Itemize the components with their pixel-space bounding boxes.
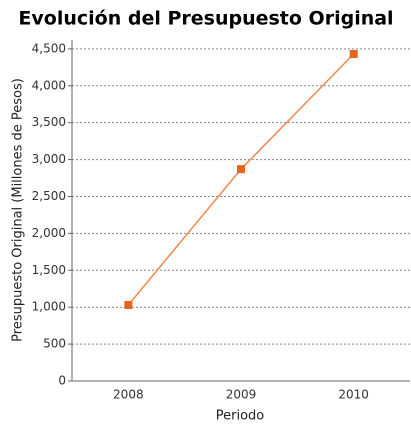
line xyxy=(127,53,355,306)
marker xyxy=(124,300,133,309)
marker xyxy=(349,50,358,59)
y-tick-label: 2,500 xyxy=(32,189,66,203)
x-tick-label: 2009 xyxy=(226,388,257,402)
x-tick-label: 2008 xyxy=(113,388,144,402)
y-tick-label: 1,000 xyxy=(32,300,66,314)
y-tick-label: 3,500 xyxy=(32,115,66,129)
x-axis-title: Periodo xyxy=(216,409,265,424)
chart-title: Evolución del Presupuesto Original xyxy=(18,8,393,30)
y-tick-label: 1,500 xyxy=(32,263,66,277)
y-tick-label: 4,500 xyxy=(32,41,66,55)
marker xyxy=(237,165,245,174)
y-axis-title: Presupuesto Original (Millones de Pesos) xyxy=(11,78,26,342)
y-tick-label: 2,000 xyxy=(32,226,66,240)
y-tick-label: 0 xyxy=(58,374,66,388)
y-tick-label: 500 xyxy=(43,337,66,351)
y-tick-label: 4,000 xyxy=(32,78,66,92)
y-tick-label: 3,000 xyxy=(32,152,66,166)
x-tick-label: 2010 xyxy=(338,388,369,402)
